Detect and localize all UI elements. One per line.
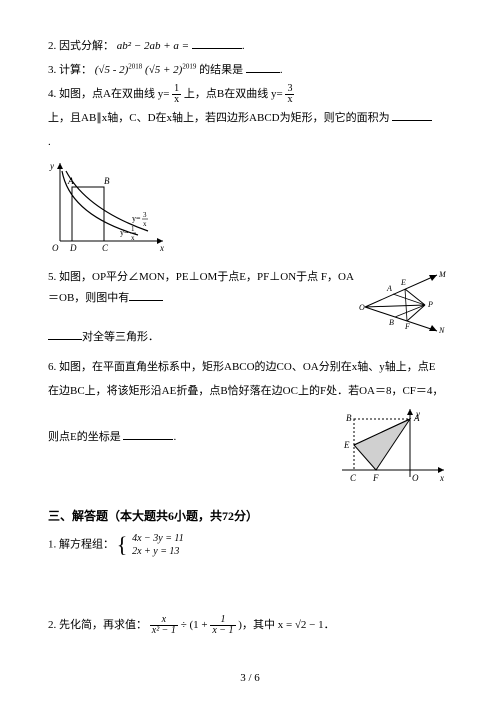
question-5: 5. 如图，OP平分∠MON，PE⊥OM于点E，PF⊥ON于点 F，OA＝OB，… <box>48 267 452 351</box>
q4-frac2-d: x <box>285 95 294 105</box>
svg-text:1: 1 <box>131 225 135 233</box>
solve-1: 1. 解方程组： { 4x − 3y = 11 2x + y = 13 <box>48 532 452 558</box>
q4-frac2: 3x <box>285 84 294 105</box>
q5-text1: 如图，OP平分∠MON，PE⊥OM于点E，PF⊥ON于点 F，OA＝OB，则图中… <box>48 271 354 304</box>
fig4-D: D <box>69 243 77 253</box>
question-6-line2: 在边BC上，将该矩形沿AE折叠，点B恰好落在边OC上的F处．若OA＝8，CF＝4… <box>48 381 452 402</box>
fig5-N: N <box>438 326 445 335</box>
svg-text:x: x <box>131 234 135 242</box>
q5-text2: 对全等三角形． <box>82 331 159 343</box>
s1-eq2: 2x + y = 13 <box>132 545 184 558</box>
q3-num: 3. <box>48 64 56 76</box>
question-4-line1: 4. 如图，点A在双曲线 y= 1x 上，点B在双曲线 y= 3x <box>48 84 452 105</box>
fig5-F: F <box>404 322 410 331</box>
q3-expr-b: (√5 + 2) <box>145 64 182 76</box>
fig6-A: A <box>413 413 420 423</box>
q5-blank <box>129 289 163 301</box>
fig6-x: x <box>439 473 444 483</box>
fig5-M: M <box>438 270 447 279</box>
svg-text:x: x <box>143 220 147 228</box>
fig6-F: F <box>372 473 379 483</box>
q4-suffix-dot: . <box>48 136 51 148</box>
fig4-f2label: y= <box>132 214 141 223</box>
q2-expr: ab² − 2ab + a = <box>117 40 189 52</box>
s2-fracA-d: x² − 1 <box>150 626 178 636</box>
q4-blank <box>392 109 432 121</box>
brace-icon: { <box>117 535 128 555</box>
q6-blank <box>123 428 173 440</box>
q4-frac1-d: x <box>172 95 181 105</box>
s2-num: 2. <box>48 619 56 631</box>
fig4-B: B <box>104 176 110 186</box>
solve-2: 2. 先化简，再求值： xx² − 1 ÷ (1 + 1x − 1 )，其中 x… <box>48 615 452 636</box>
fig5-B: B <box>389 318 394 327</box>
q6-num: 6. <box>48 361 56 373</box>
fig6-C: C <box>350 473 357 483</box>
s1-num: 1. <box>48 538 56 550</box>
q4-line2a: 上，且AB∥x轴，C、D在x轴上，若四边形ABCD为矩形，则它的面积为 <box>48 112 390 124</box>
fig4-C: C <box>102 243 109 253</box>
s2-fracB: 1x − 1 <box>210 615 235 636</box>
fig5-P: P <box>427 300 433 309</box>
figure-q6: y x B A E C F O <box>332 405 452 495</box>
s2-text1: 先化简，再求值： <box>59 619 147 631</box>
s2-fracA-n: x <box>150 615 178 626</box>
fig4-O: O <box>52 243 59 253</box>
q4-num: 4. <box>48 88 56 100</box>
q3-tail: 的结果是 <box>199 64 243 76</box>
question-3: 3. 计算： (√5 - 2)2018 (√5 + 2)2019 的结果是 . <box>48 60 452 81</box>
s1-eqs: 4x − 3y = 11 2x + y = 13 <box>132 532 184 558</box>
q3-suffix: . <box>280 64 283 76</box>
q3-pow-b: 2019 <box>182 62 196 70</box>
q5-num: 5. <box>48 271 56 283</box>
fig5-E: E <box>400 278 406 287</box>
figure-q4: y x O A B D C y= 3x y= 1x <box>48 159 452 262</box>
s2-mid: ÷ (1 + <box>181 619 208 631</box>
q2-text: 因式分解： <box>59 40 114 52</box>
s2-fracB-n: 1 <box>210 615 235 626</box>
q3-text: 计算： <box>59 64 92 76</box>
fig4-x: x <box>159 243 164 253</box>
question-4-line2: 上，且AB∥x轴，C、D在x轴上，若四边形ABCD为矩形，则它的面积为 <box>48 108 452 129</box>
page-number: 3 / 6 <box>0 668 500 689</box>
s1-text: 解方程组： <box>59 538 114 550</box>
question-4-suffix: . <box>48 132 452 153</box>
q3-expr-a: (√5 - 2) <box>95 64 129 76</box>
q4-frac1: 1x <box>172 84 181 105</box>
s1-eq1: 4x − 3y = 11 <box>132 532 184 545</box>
fig6-B: B <box>346 413 352 423</box>
s2-fracA: xx² − 1 <box>150 615 178 636</box>
q4-line1a: 如图，点A在双曲线 y= <box>59 88 169 100</box>
q3-blank <box>246 61 280 73</box>
s2-fracB-d: x − 1 <box>210 626 235 636</box>
s2-text2: )，其中 x = √2 − 1． <box>238 619 334 631</box>
q6-line1: 如图，在平面直角坐标系中，矩形ABCO的边CO、OA分别在x轴、y轴上，点E <box>59 361 435 373</box>
fig6-O: O <box>412 473 419 483</box>
q2-num: 2. <box>48 40 56 52</box>
figure-q5: O M N E A P B F <box>357 267 452 345</box>
q3-pow-a: 2018 <box>128 62 142 70</box>
fig4-f1label: y= <box>120 228 129 237</box>
fig6-E: E <box>343 440 350 450</box>
question-6-line1: 6. 如图，在平面直角坐标系中，矩形ABCO的边CO、OA分别在x轴、y轴上，点… <box>48 357 452 378</box>
fig4-A: A <box>67 176 74 186</box>
question-2: 2. 因式分解： ab² − 2ab + a = . <box>48 36 452 57</box>
q2-blank <box>192 37 242 49</box>
q6-suffix: . <box>173 431 176 443</box>
svg-text:3: 3 <box>143 211 147 219</box>
question-6-row: 则点E的坐标是 . y x B A E C F O <box>48 405 452 495</box>
fig4-y: y <box>49 161 54 171</box>
q4-line1b: 上，点B在双曲线 y= <box>184 88 283 100</box>
q5-blank2 <box>48 328 82 340</box>
fig5-A: A <box>386 284 392 293</box>
section-3-title: 三、解答题（本大题共6小题，共72分） <box>48 505 452 528</box>
q2-tail: . <box>242 40 245 52</box>
q6-line2: 在边BC上，将该矩形沿AE折叠，点B恰好落在边OC上的F处．若OA＝8，CF＝4… <box>48 385 443 397</box>
fig5-O: O <box>359 303 365 312</box>
q6-line3: 则点E的坐标是 <box>48 431 121 443</box>
